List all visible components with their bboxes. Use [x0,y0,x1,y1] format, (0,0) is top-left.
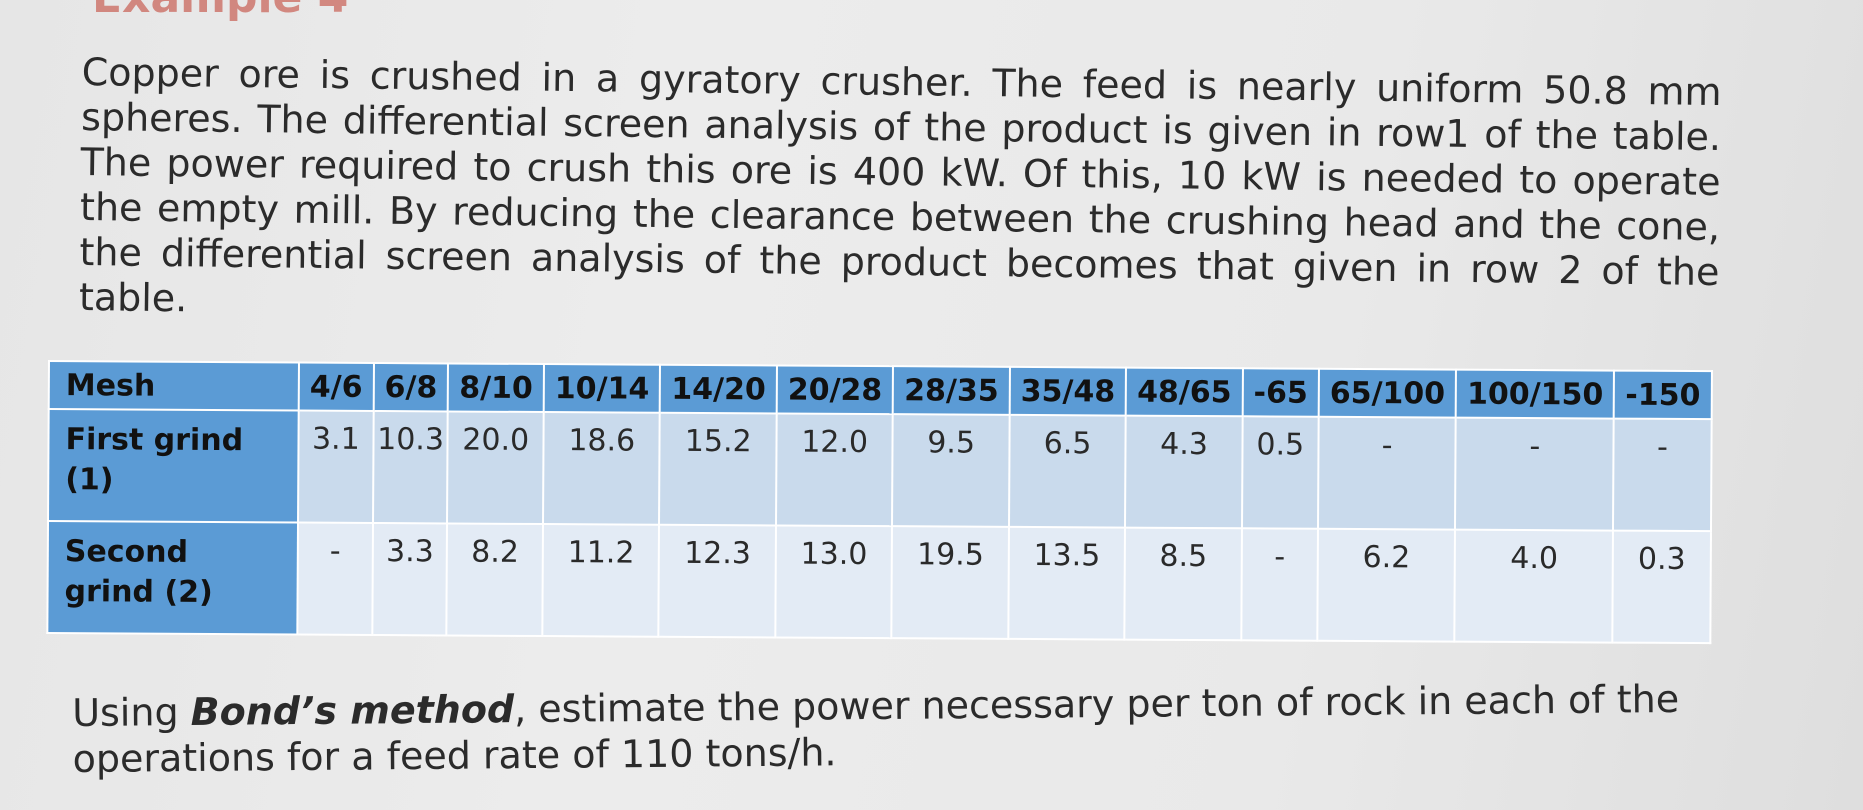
mesh-column-header: 8/10 [448,363,545,413]
mesh-column-header: 28/35 [893,366,1010,415]
problem-statement: Copper ore is crushed in a gyratory crus… [78,50,1722,321]
table-cell: 20.0 [447,411,544,525]
screen-analysis-table-wrap: Mesh 4/6 6/8 8/10 10/14 14/20 20/28 28/3… [46,360,1712,644]
table-cell: 3.3 [372,522,448,636]
table-row-first-grind: First grind (1) 3.1 10.3 20.0 18.6 15.2 … [48,409,1712,532]
mesh-header: Mesh [48,361,299,411]
table-cell: 13.0 [775,525,893,639]
table-cell: 12.3 [658,524,776,638]
table-cell: 9.5 [892,414,1010,527]
table-cell: 15.2 [659,412,777,526]
table-cell: 13.5 [1008,526,1126,640]
mesh-column-header: 10/14 [543,364,661,413]
mesh-column-header: -150 [1614,370,1712,420]
mesh-column-header: 6/8 [373,362,449,412]
table-cell: - [297,522,373,635]
table-cell: - [1317,416,1456,530]
mesh-column-header: 100/150 [1455,369,1615,419]
screen-analysis-table: Mesh 4/6 6/8 8/10 10/14 14/20 20/28 28/3… [46,360,1712,644]
table-row-second-grind: Second grind (2) - 3.3 8.2 11.2 12.3 13.… [47,521,1711,644]
mesh-column-header: 65/100 [1318,368,1457,418]
table-cell: - [1613,418,1712,532]
table-cell: 8.2 [446,523,544,637]
mesh-column-header: 48/65 [1125,367,1243,417]
table-cell: 6.5 [1008,414,1126,528]
table-cell: 11.2 [542,524,660,637]
question-method: Bond’s method [190,687,515,734]
row-label-second-grind: Second grind (2) [47,521,299,635]
example-heading: Example 4 [92,0,348,23]
table-cell: 10.3 [372,410,449,524]
table-cell: 6.2 [1317,528,1456,642]
table-cell: 18.6 [543,412,661,525]
table-cell: 12.0 [775,413,894,527]
table-cell: - [1241,528,1318,641]
question-pre: Using [72,689,191,735]
table-cell: 0.5 [1241,416,1319,529]
mesh-column-header: 4/6 [298,362,374,411]
table-cell: 19.5 [891,526,1009,639]
table-cell: - [1455,417,1615,531]
table-cell: 4.3 [1125,415,1243,529]
mesh-column-header: 35/48 [1009,366,1127,416]
table-cell: 4.0 [1454,529,1614,643]
mesh-column-header: -65 [1242,368,1319,417]
table-cell: 0.3 [1612,530,1711,644]
table-cell: 3.1 [298,410,374,523]
row-label-first-grind: First grind (1) [48,409,299,523]
mesh-column-header: 20/28 [776,365,894,415]
question-text: Using Bond’s method, estimate the power … [72,675,1753,782]
table-cell: 8.5 [1124,527,1242,641]
mesh-column-header: 14/20 [660,364,777,414]
